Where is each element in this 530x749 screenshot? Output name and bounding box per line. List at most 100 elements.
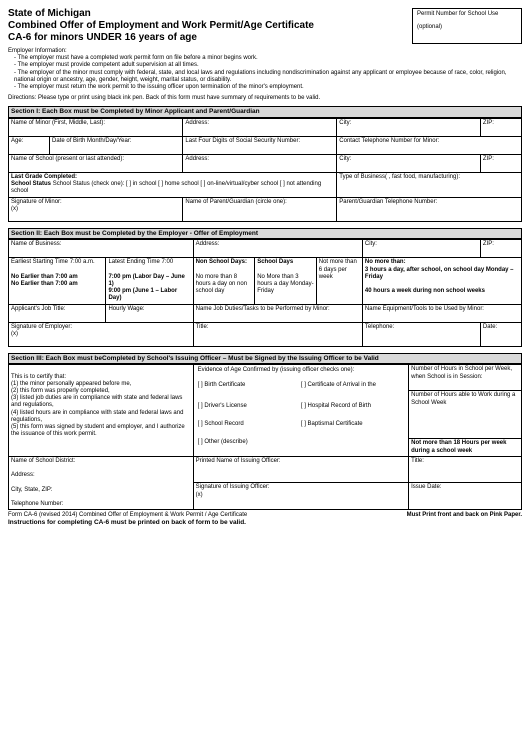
schooldays-h: School Days: [257, 259, 293, 265]
cell-issue[interactable]: Issue Date:: [409, 483, 522, 510]
state-line: State of Michigan: [8, 8, 412, 20]
sig-x: (x): [196, 492, 203, 498]
sig-minor-label: Signature of Minor:: [11, 199, 62, 205]
cell-emp-tel[interactable]: Telephone:: [362, 322, 480, 346]
nomore-h: No more than:: [365, 259, 406, 265]
end-l1: 7:00 pm (Labor Day – June 1): [108, 274, 184, 287]
nomore-l1: 3 hours a day, after school, on school d…: [365, 267, 514, 280]
emp-item: The employer must have a completed work …: [14, 55, 522, 62]
cell-certify: This is to certify that: (1) the minor p…: [9, 365, 194, 456]
cell-off-title[interactable]: Title:: [409, 456, 522, 483]
cell-wage[interactable]: Hourly Wage:: [106, 304, 193, 322]
section3-bar: Section III: Each Box must beCompleted b…: [8, 353, 522, 365]
cell-parent-phone[interactable]: Parent/Guardian Telephone Number:: [337, 197, 522, 221]
cell-sig-minor[interactable]: Signature of Minor: (x): [9, 197, 183, 221]
footer-instr: Instructions for completing CA-6 must be…: [8, 519, 522, 527]
cell-biz-type[interactable]: Type of Business( , fast food, manufactu…: [337, 173, 522, 198]
cell-hours-school[interactable]: Number of Hours in School per Week, when…: [409, 365, 522, 391]
schooldays-b: No More than 3 hours a day Monday-Friday: [257, 274, 313, 294]
cell-duties[interactable]: Name Job Duties/Tasks to be Performed by…: [193, 304, 362, 322]
cell-printed[interactable]: Printed Name of Issuing Officer:: [193, 456, 408, 483]
cell-sig-emp[interactable]: Signature of Employer: (x): [9, 322, 194, 346]
cell-emp-date[interactable]: Date:: [480, 322, 521, 346]
cell-start: Earliest Starting Time 7:00 a.m. No Earl…: [9, 258, 106, 304]
ev-school[interactable]: [ ] School Record: [198, 418, 301, 436]
tel-label: Telephone Number:: [11, 501, 63, 507]
permit-label: Permit Number for School Use: [417, 11, 517, 18]
c1: (1) the minor personally appeared before…: [11, 381, 131, 387]
subtitle-line: CA-6 for minors UNDER 16 years of age: [8, 32, 412, 44]
cell-school-city[interactable]: City:: [337, 155, 481, 173]
section3-table: This is to certify that: (1) the minor p…: [8, 364, 522, 510]
footer-pink: Must Print front and back on Pink Paper.: [407, 512, 522, 519]
emp-item: The employer of the minor must comply wi…: [14, 70, 522, 84]
title-block: State of Michigan Combined Offer of Empl…: [8, 8, 412, 44]
start-l1: No Earlier than 7:00 am: [11, 274, 78, 280]
certify-h: This is to certify that:: [11, 374, 66, 380]
nonschool-b: No more than 8 hours a day on non school…: [196, 274, 247, 294]
cell-evidence[interactable]: Evidence of Age Confirmed by (issuing of…: [193, 365, 408, 456]
emp-item: The employer must return the work permit…: [14, 84, 522, 91]
footer-form: Form CA-6 (revised 2014) Combined Offer …: [8, 512, 247, 519]
section1-bar: Section I: Each Box must be Completed by…: [8, 106, 522, 118]
csz-label: City, State, ZIP:: [11, 487, 53, 493]
cell-zip[interactable]: ZIP:: [480, 119, 521, 137]
section2-table: Name of Business: Address: City: ZIP: Ea…: [8, 239, 522, 346]
ev-bapt[interactable]: [ ] Baptismal Certificate: [301, 418, 404, 436]
cell-nonschool: Non School Days: No more than 8 hours a …: [193, 258, 255, 304]
end-h: Latest Ending Time 7:00: [108, 259, 173, 265]
sig-x: (x): [11, 206, 18, 212]
ev-arrival[interactable]: [ ] Certificate of Arrival in the: [301, 382, 404, 400]
footer-row: Form CA-6 (revised 2014) Combined Offer …: [8, 512, 522, 519]
employer-info: Employer Information: The employer must …: [8, 48, 522, 91]
sig-off-label: Signature of Issuing Officer:: [196, 484, 270, 490]
cell-nomore: No more than: 3 hours a day, after schoo…: [362, 258, 521, 304]
cell-district[interactable]: Name of School District: Address: City, …: [9, 456, 194, 509]
district-label: Name of School District:: [11, 458, 75, 464]
cell-parent-name[interactable]: Name of Parent/Guardian (circle one):: [183, 197, 337, 221]
ev-dl[interactable]: [ ] Driver's License: [198, 400, 301, 418]
section1-table: Name of Minor (First, Middle, Last): Add…: [8, 118, 522, 222]
cell-dob[interactable]: Date of Birth Month/Day/Year:: [50, 137, 183, 155]
emp-item: The employer must provide competent adul…: [14, 62, 522, 69]
status-label: School Status: [11, 181, 51, 187]
evidence-h: Evidence of Age Confirmed by (issuing of…: [198, 367, 355, 373]
start-l2: No Earlier than 7:00 am: [11, 281, 78, 287]
permit-optional: (optional): [417, 24, 517, 31]
cell-jobtitle[interactable]: Applicant's Job Title:: [9, 304, 106, 322]
permit-box: Permit Number for School Use (optional): [412, 8, 522, 44]
end-l2: 9:00 pm (June 1 – Labor Day): [108, 288, 177, 301]
cell-age[interactable]: Age:: [9, 137, 50, 155]
cell-biz[interactable]: Name of Business:: [9, 240, 194, 258]
directions: Directions: Please type or print using b…: [8, 95, 522, 102]
section2-bar: Section II: Each Box must be Completed b…: [8, 228, 522, 240]
ev-other[interactable]: [ ] Other (describe): [198, 436, 404, 454]
cell-school[interactable]: Name of School (present or last attended…: [9, 155, 183, 173]
cell-address[interactable]: Address:: [183, 119, 337, 137]
cell-emp-title[interactable]: Title:: [193, 322, 362, 346]
employer-info-heading: Employer Information:: [8, 48, 522, 55]
addr-label: Address:: [11, 472, 35, 478]
cell-phone[interactable]: Contact Telephone Number for Minor:: [337, 137, 522, 155]
start-h: Earliest Starting Time 7:00 a.m.: [11, 259, 95, 265]
ev-hosp[interactable]: [ ] Hospital Record of Birth: [301, 400, 404, 418]
cell-equip[interactable]: Name Equipment/Tools to be Used by Minor…: [362, 304, 521, 322]
title-line: Combined Offer of Employment and Work Pe…: [8, 20, 412, 32]
ev-birth[interactable]: [ ] Birth Certificate: [198, 382, 301, 400]
cell-grade-status[interactable]: Last Grade Completed: School Status Scho…: [9, 173, 337, 198]
cell-school-zip[interactable]: ZIP:: [480, 155, 521, 173]
cell-sig-officer[interactable]: Signature of Issuing Officer: (x): [193, 483, 408, 510]
nonschool-h: Non School Days:: [196, 259, 247, 265]
cell-school-addr[interactable]: Address:: [183, 155, 337, 173]
cell-schooldays: School Days No More than 3 hours a day M…: [255, 258, 317, 304]
cell-biz-addr[interactable]: Address:: [193, 240, 362, 258]
cell-city[interactable]: City:: [337, 119, 481, 137]
cell-ssn[interactable]: Last Four Digits of Social Security Numb…: [183, 137, 337, 155]
cell-biz-zip[interactable]: ZIP:: [480, 240, 521, 258]
cell-name[interactable]: Name of Minor (First, Middle, Last):: [9, 119, 183, 137]
cell-biz-city[interactable]: City:: [362, 240, 480, 258]
sig-x: (x): [11, 331, 18, 337]
cell-hours-work[interactable]: Number of Hours able to Work during a Sc…: [409, 391, 522, 439]
c3: (3) listed job duties are in compliance …: [11, 395, 182, 408]
header-row: State of Michigan Combined Offer of Empl…: [8, 8, 522, 44]
